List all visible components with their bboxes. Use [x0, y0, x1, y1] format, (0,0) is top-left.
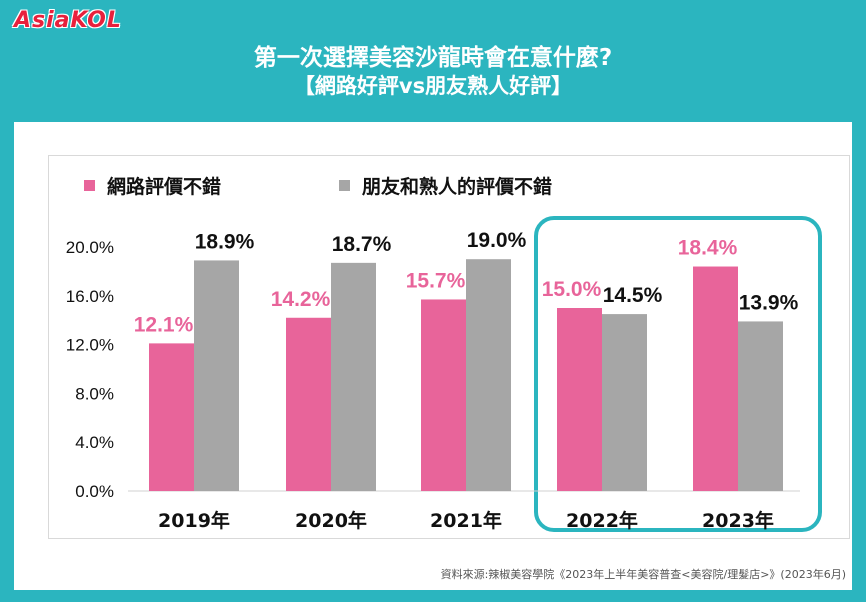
x-tick-label: 2019年 [158, 509, 230, 532]
data-label-2: 19.0% [467, 229, 527, 252]
bar-2 [194, 260, 239, 491]
y-tick-label: 20.0% [66, 238, 114, 257]
legend-item-series2: 朋友和熟人的評價不錯 [339, 172, 552, 199]
data-label-2: 13.9% [739, 291, 799, 314]
legend-label-series2: 朋友和熟人的評價不錯 [362, 176, 553, 198]
source-note: 資料來源:辣椒美容學院《2023年上半年美容普查<美容院/理髮店>》(2023年… [440, 568, 846, 581]
bar-1 [421, 299, 466, 491]
legend-label-series1: 網路評價不錯 [107, 176, 222, 198]
bar-1 [557, 308, 602, 491]
bar-2 [738, 321, 783, 491]
x-tick-label: 2022年 [566, 509, 638, 532]
y-tick-label: 0.0% [75, 482, 114, 501]
y-tick-label: 12.0% [66, 336, 114, 355]
x-tick-label: 2021年 [430, 509, 502, 532]
data-label-1: 18.4% [678, 237, 738, 260]
data-label-2: 14.5% [603, 284, 663, 307]
legend-swatch-series2 [339, 180, 350, 191]
y-tick-label: 8.0% [75, 384, 114, 403]
brand-logo: AsiaKOL [14, 8, 122, 33]
chart-subtitle: 【網路好評vs朋友熟人好評】 [293, 74, 573, 98]
x-tick-label: 2020年 [295, 509, 367, 532]
data-label-1: 15.7% [406, 269, 466, 292]
data-label-1: 15.0% [542, 278, 602, 301]
bar-2 [602, 314, 647, 491]
y-tick-label: 16.0% [66, 287, 114, 306]
chart-title: 第一次選擇美容沙龍時會在意什麼? [253, 45, 613, 71]
data-label-1: 12.1% [134, 313, 194, 336]
y-tick-label: 4.0% [75, 433, 114, 452]
data-label-1: 14.2% [271, 288, 331, 311]
bar-1 [693, 266, 738, 491]
highlight-box [534, 216, 822, 532]
x-tick-label: 2023年 [702, 509, 774, 532]
legend-item-series1: 網路評價不錯 [84, 172, 221, 199]
legend-swatch-series1 [84, 180, 95, 191]
bar-1 [149, 343, 194, 491]
data-label-2: 18.9% [195, 230, 255, 253]
bar-2 [466, 259, 511, 491]
data-label-2: 18.7% [332, 233, 392, 256]
bar-2 [331, 262, 376, 491]
bar-1 [286, 317, 331, 491]
